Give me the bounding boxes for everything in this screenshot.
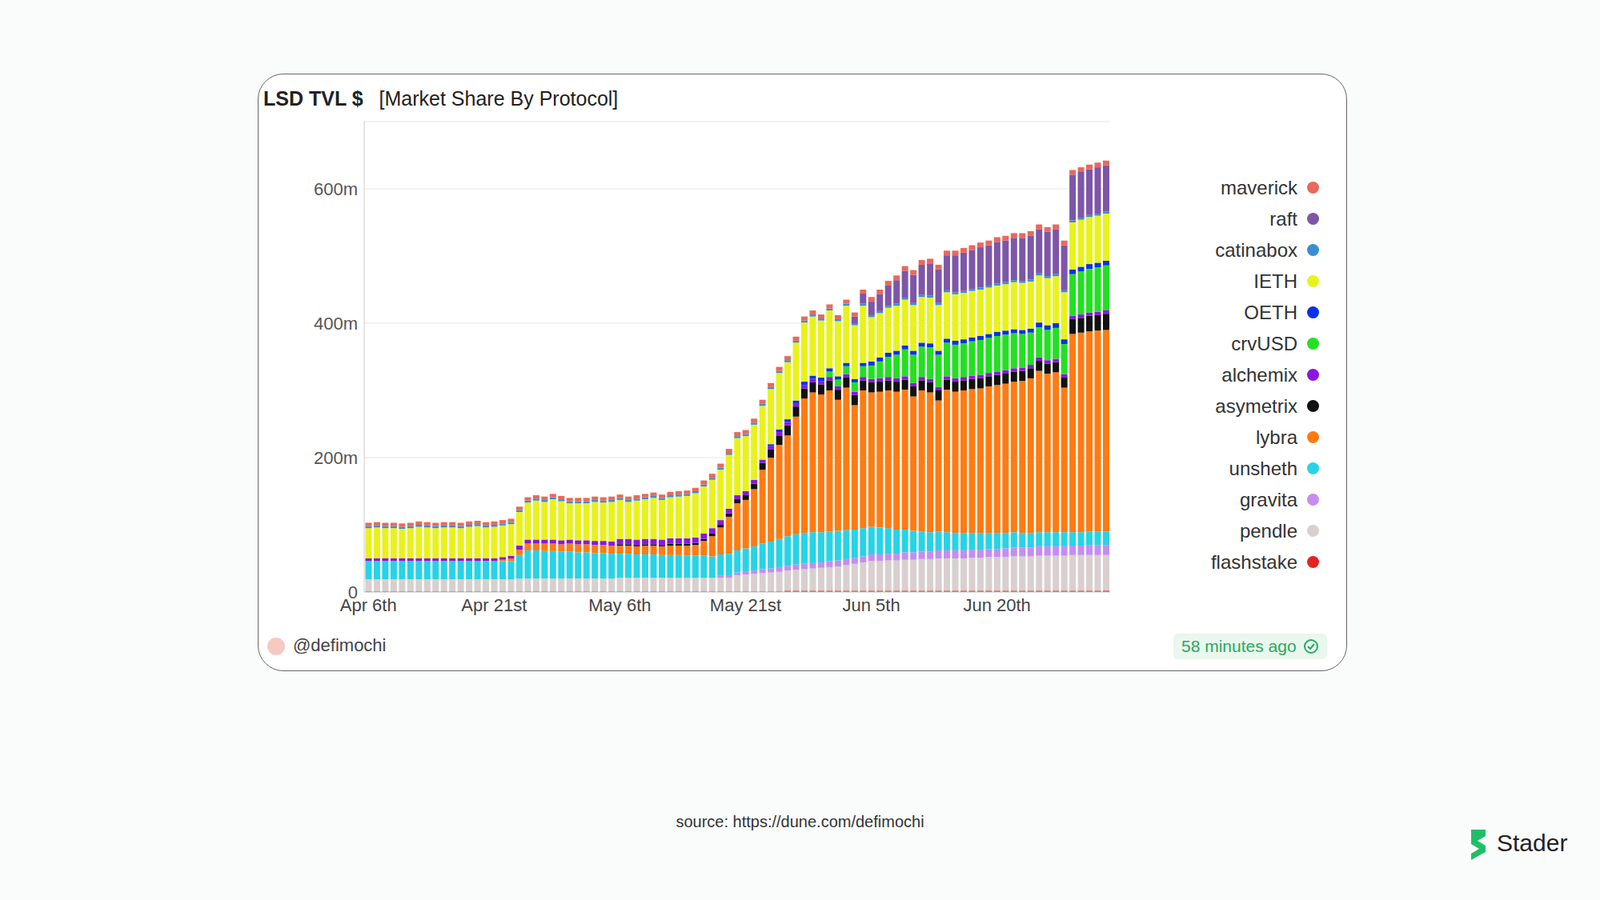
html-text:asymetrix: asymetrix	[1215, 394, 1298, 417]
svg-text:200m: 200m	[313, 448, 358, 469]
html-text:gravita: gravita	[1239, 488, 1298, 511]
svg-text:May 6th: May 6th	[588, 595, 651, 616]
html-text:source: https://dune.com/defim: source: https://dune.com/defimochi	[675, 813, 925, 831]
svg-text:0: 0	[348, 582, 358, 603]
html-text:OETH: OETH	[1244, 301, 1298, 323]
html-text:@defimochi: @defimochi	[292, 635, 387, 656]
html-text:catinabox: catinabox	[1215, 238, 1298, 261]
html-text:58 minutes ago: 58 minutes ago	[1181, 637, 1297, 656]
html-text:alchemix: alchemix	[1221, 363, 1298, 386]
html-text:lybra: lybra	[1255, 426, 1298, 448]
html-text:[Market Share By Protocol]: [Market Share By Protocol]	[379, 87, 619, 110]
svg-text:Jun 5th: Jun 5th	[842, 595, 900, 616]
svg-text:600m: 600m	[313, 179, 358, 200]
html-text:pendle: pendle	[1239, 519, 1298, 542]
html-text:flashstake: flashstake	[1210, 551, 1298, 573]
html-text:crvUSD: crvUSD	[1231, 332, 1298, 355]
svg-text:400m: 400m	[313, 313, 358, 334]
svg-text:Jun 20th: Jun 20th	[962, 595, 1031, 616]
html-text:IETH: IETH	[1253, 270, 1298, 292]
svg-text:Apr 21st: Apr 21st	[461, 595, 527, 616]
html-text:Stader: Stader	[1496, 830, 1568, 857]
svg-text:Apr 6th: Apr 6th	[340, 595, 397, 616]
html-text:LSD TVL $: LSD TVL $	[263, 87, 364, 110]
html-text:maverick: maverick	[1220, 176, 1298, 199]
html-text:raft: raft	[1269, 207, 1298, 230]
html-text:unsheth: unsheth	[1229, 457, 1298, 480]
svg-text:May 21st: May 21st	[709, 595, 782, 616]
